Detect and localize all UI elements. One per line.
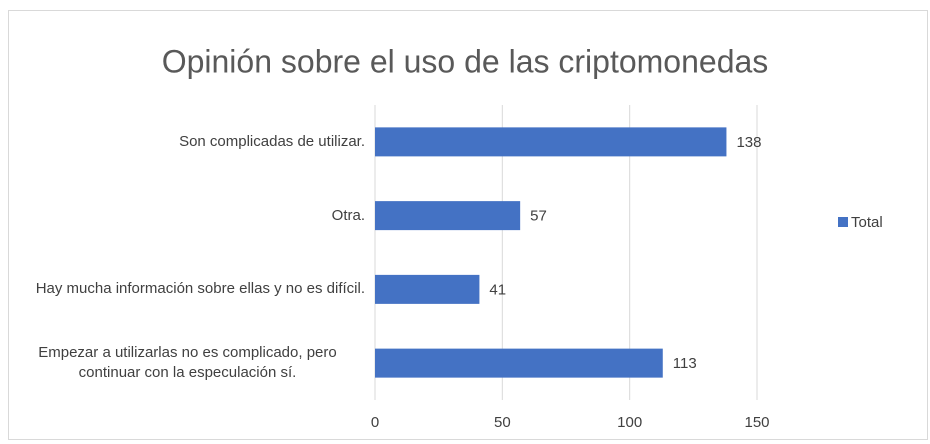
chart-title: Opinión sobre el uso de las criptomoneda…	[162, 43, 769, 79]
bar	[375, 127, 727, 157]
legend-swatch	[838, 217, 848, 227]
y-tick-label-box: Hay mucha información sobre ellas y no e…	[10, 259, 365, 319]
y-tick-label: Hay mucha información sobre ellas y no e…	[35, 280, 365, 298]
y-tick-label-box: Son complicadas de utilizar.	[10, 112, 365, 172]
x-tick-label: 0	[371, 414, 379, 431]
value-label: 57	[530, 208, 547, 225]
y-tick-label: Son complicadas de utilizar.	[179, 132, 365, 150]
value-label: 113	[673, 355, 697, 372]
value-label: 41	[489, 281, 506, 298]
y-tick-label: Otra.	[331, 206, 365, 224]
x-tick-label: 150	[744, 414, 769, 431]
y-tick-label-box: Otra.	[10, 186, 365, 246]
bar	[375, 274, 480, 304]
y-tick-label: Empezar a utilizarlas no es complicado, …	[38, 344, 337, 382]
y-tick-label-box: Empezar a utilizarlas no es complicado, …	[10, 333, 365, 393]
x-tick-label: 100	[617, 414, 642, 431]
x-tick-label: 50	[494, 414, 511, 431]
legend-label: Total	[851, 214, 883, 231]
bar	[375, 201, 521, 231]
value-label: 138	[736, 134, 761, 151]
bar	[375, 348, 663, 378]
